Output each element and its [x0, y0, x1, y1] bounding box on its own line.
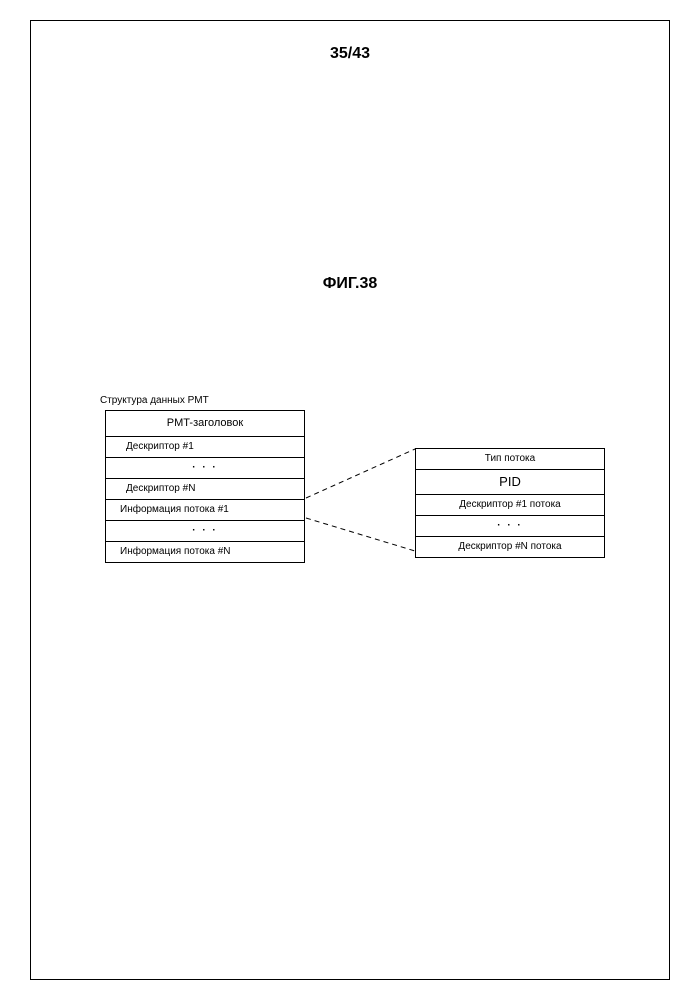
stream-descriptor-1-row: Дескриптор #1 потока — [416, 495, 604, 516]
pmt-structure-caption: Структура данных PMT — [100, 395, 209, 406]
stream-type-row: Тип потока — [416, 449, 604, 470]
descriptor-1-row: Дескриптор #1 — [106, 437, 304, 458]
stream-info-1-row: Информация потока #1 — [106, 500, 304, 521]
ellipsis-row: · · · — [106, 521, 304, 542]
descriptor-n-row: Дескриптор #N — [106, 479, 304, 500]
pmt-header-row: PMT-заголовок — [106, 411, 304, 437]
stream-info-n-row: Информация потока #N — [106, 542, 304, 562]
ellipsis-row: · · · — [106, 458, 304, 479]
stream-descriptor-n-row: Дескриптор #N потока — [416, 537, 604, 557]
pid-row: PID — [416, 470, 604, 495]
page-number: 35/43 — [0, 45, 700, 63]
pmt-structure-table: PMT-заголовок Дескриптор #1 · · · Дескри… — [105, 410, 305, 563]
ellipsis-row: · · · — [416, 516, 604, 537]
stream-info-detail-table: Тип потока PID Дескриптор #1 потока · · … — [415, 448, 605, 558]
figure-title: ФИГ.38 — [0, 275, 700, 293]
